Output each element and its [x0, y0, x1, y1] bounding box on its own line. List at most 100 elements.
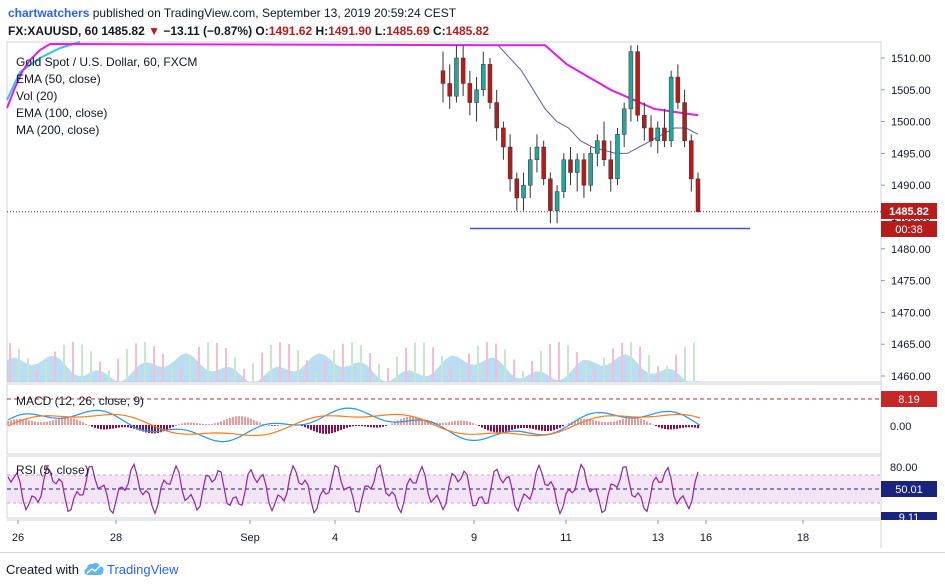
price-tick-label: 1505.00	[891, 85, 931, 97]
time-tick-label: 4	[332, 532, 338, 544]
tradingview-brand-link[interactable]: TradingView	[107, 562, 179, 577]
price-pane-frame	[6, 41, 882, 383]
candle-body	[635, 51, 640, 116]
candle-body	[689, 140, 694, 180]
time-tick-label: 13	[652, 532, 664, 544]
close-label: C:	[432, 24, 446, 38]
candle-body	[447, 83, 452, 97]
candle-body	[548, 178, 553, 211]
candle-body	[541, 146, 546, 180]
legend-volume: Vol (20)	[16, 89, 57, 103]
candle-body	[648, 127, 654, 141]
published-text: published on TradingView.com, September …	[92, 6, 457, 20]
candle-body	[588, 153, 593, 186]
candle-body	[574, 159, 580, 173]
candle-body	[534, 146, 540, 161]
ema100-line	[6, 42, 699, 117]
price-tick-label: 1495.00	[891, 148, 931, 160]
candle-body	[454, 57, 459, 97]
legend-ema100: EMA (100, close)	[16, 106, 107, 120]
candle-body	[621, 108, 627, 135]
candle-body	[601, 140, 607, 161]
rsi-line	[7, 462, 699, 516]
publish-line: chartwatchers published on TradingView.c…	[8, 6, 456, 20]
candle-body	[481, 64, 486, 91]
time-tick-label: 11	[560, 532, 571, 544]
price-axis-ticks: 1510.00 1505.00 1500.00 1495.00 1490.00 1485.…	[881, 53, 931, 383]
candle-body	[474, 89, 479, 103]
ema50-line	[497, 44, 699, 154]
candle-body	[460, 57, 466, 84]
candle-body	[675, 76, 681, 103]
legend-ema50: EMA (50, close)	[16, 72, 101, 86]
candle-body	[487, 64, 493, 103]
candle-body	[501, 127, 506, 148]
footer: Created with TradingView	[0, 552, 945, 587]
candle-body	[467, 83, 473, 103]
candle-body	[440, 70, 446, 84]
time-tick-label: 26	[12, 532, 24, 544]
candle-body	[494, 102, 499, 129]
chart-canvas[interactable]: Gold Spot / U.S. Dollar, 60, FXCM EMA (5…	[0, 0, 945, 552]
rsi-badge-text: 50.01	[895, 484, 923, 496]
price-tick-label: 1500.00	[891, 117, 931, 129]
legend-ma200: MA (200, close)	[16, 123, 99, 137]
candle-body	[595, 140, 600, 154]
candle-body	[514, 178, 520, 199]
ma200-line	[6, 41, 81, 101]
created-with-text: Created with	[6, 562, 79, 577]
candle-body	[554, 191, 560, 211]
macd-zero-tick: 0.00	[890, 421, 911, 433]
candle-body	[568, 159, 573, 173]
candle-body	[521, 184, 526, 199]
tradingview-cloud-logo-icon[interactable]	[83, 561, 105, 577]
candle-body	[608, 159, 614, 180]
legend-title: Gold Spot / U.S. Dollar, 60, FXCM	[16, 55, 197, 69]
author-link[interactable]: chartwatchers	[8, 6, 90, 20]
price-tick-label: 1490.00	[891, 180, 931, 192]
time-axis-labels: 26 28 Sep 4 9 11 13 16 18	[12, 520, 809, 544]
time-tick-label: 18	[797, 532, 809, 544]
price-tick-label: 1475.00	[891, 276, 931, 288]
price-tick-label: 1470.00	[891, 307, 931, 319]
rsi-badge	[881, 481, 937, 497]
candle-body	[655, 127, 660, 141]
macd-badge-text: 8.19	[898, 394, 919, 406]
macd-line	[7, 407, 701, 443]
candle-body	[581, 159, 587, 186]
chart-header: chartwatchers published on TradingView.c…	[0, 0, 945, 42]
symbol-label: FX:XAUUSD, 60	[8, 24, 99, 38]
close-value: 1485.82	[445, 24, 490, 38]
candle-body	[527, 159, 533, 186]
candle-body	[682, 102, 687, 141]
rsi-badge-2	[881, 512, 937, 520]
candle-body	[561, 159, 567, 192]
change-value: −13.11 (−0.87%)	[163, 24, 253, 38]
open-value: 1491.62	[268, 24, 313, 38]
countdown-badge	[881, 221, 937, 237]
legend-rsi: RSI (5, close)	[16, 463, 89, 477]
rsi-badge-2-text: 9.11	[899, 512, 920, 524]
candle-body	[642, 114, 647, 129]
candle-body	[668, 76, 674, 141]
open-label: O:	[255, 24, 269, 38]
macd-histogram	[7, 416, 699, 434]
candle-body	[695, 178, 701, 213]
volume-area	[7, 353, 700, 383]
time-tick-label: 28	[110, 532, 122, 544]
low-value: 1485.69	[386, 24, 430, 38]
price-tick-label: 1480.00	[891, 244, 931, 256]
candle-body	[628, 51, 634, 110]
high-label: H:	[315, 24, 329, 38]
candle-body	[662, 127, 667, 141]
macd-signal-line	[7, 413, 701, 437]
rsi-80-tick: 80.00	[890, 462, 918, 474]
countdown-text: 00:38	[895, 224, 923, 236]
time-tick-label: Sep	[240, 532, 260, 544]
ohlc-line: FX:XAUUSD, 60 1485.82 ▼ −13.11 (−0.87%) …	[8, 24, 489, 38]
price-tick-label: 1465.00	[891, 339, 931, 351]
candle-body	[507, 146, 513, 180]
last-price-badge	[881, 203, 937, 219]
price-tick-label: 1510.00	[891, 53, 931, 65]
price-tick-label: 1460.00	[891, 371, 931, 383]
